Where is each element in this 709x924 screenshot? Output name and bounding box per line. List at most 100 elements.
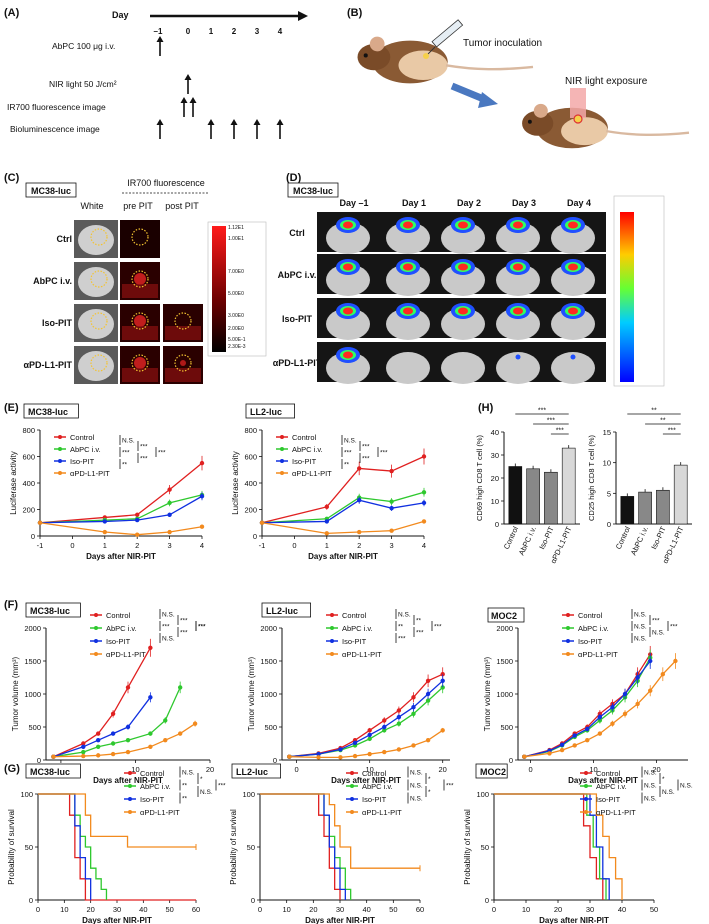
y-tick-label: 800	[22, 426, 35, 435]
day-column-label: Day 4	[567, 198, 591, 208]
tumor-circle	[131, 228, 149, 246]
mouse-silhouette	[496, 352, 540, 384]
legend-label: Control	[70, 433, 95, 442]
tumor-circle	[131, 354, 149, 372]
scale-tick-label: 5.00E0	[228, 291, 244, 297]
series-line	[260, 793, 352, 900]
tumor-irradiated	[573, 114, 583, 124]
significance-label: N.S.	[644, 770, 657, 777]
series-line	[53, 687, 181, 758]
legend-label: Iso-PIT	[106, 637, 131, 646]
significance-label: ***	[158, 450, 166, 457]
series-line	[289, 729, 444, 759]
x-tick-label: 10	[60, 905, 68, 914]
legend-label: Control	[596, 769, 621, 778]
tumor-circle	[90, 270, 108, 288]
y-tick-label: 500	[500, 723, 513, 732]
day-tick-label: –1	[154, 27, 163, 36]
panel-c: (C) MC38-luc IR700 fluorescence White pre PI…	[4, 172, 267, 384]
significance-label: N.S.	[662, 789, 675, 796]
tumor-circle	[131, 312, 149, 330]
scale-tick-label: 2.00E0	[228, 326, 244, 332]
mouse-silhouette	[551, 222, 595, 254]
schedule-arrowhead	[156, 36, 164, 42]
ir700-signal	[180, 360, 186, 366]
significance-label: N.S.	[122, 438, 135, 445]
schedule-row-label: IR700 fluorescence image	[7, 102, 106, 112]
legend-label: Control	[106, 611, 131, 620]
bar	[526, 468, 540, 525]
y-tick-label: 800	[244, 426, 257, 435]
significance-label: **	[416, 618, 422, 625]
series-line	[494, 793, 623, 900]
y-tick-label: 1500	[260, 657, 277, 666]
row-label: Ctrl	[57, 234, 73, 244]
bar	[673, 464, 688, 525]
significance-label: ***	[140, 444, 148, 451]
legend-label: Control	[362, 769, 387, 778]
legend-label: Control	[140, 769, 165, 778]
bar	[638, 491, 652, 525]
x-tick-label: -1	[37, 541, 44, 550]
rainbow-scale-bar	[620, 212, 634, 382]
bar-chart: 0 10 20 30 40 CD69 high CD8 T cell (%) Control…	[475, 408, 580, 565]
legend-marker	[330, 639, 334, 643]
significance-label: *	[428, 776, 431, 783]
x-axis-label: Days after NIR-PIT	[305, 916, 375, 924]
legend-label: Iso-PIT	[596, 795, 621, 804]
series-line	[261, 491, 425, 524]
x-axis-label: Days after NIR-PIT	[568, 776, 638, 785]
x-tick-label: 40	[139, 905, 147, 914]
x-tick-label: 0	[36, 905, 40, 914]
bar	[508, 466, 523, 525]
mouse-silhouette	[326, 352, 370, 384]
x-tick-label: 20	[309, 905, 317, 914]
legend-label: AbPC i.v.	[596, 782, 627, 791]
significance-label: N.S.	[634, 636, 647, 643]
significance-label: N.S.	[644, 783, 657, 790]
y-tick-label: 1500	[24, 657, 41, 666]
y-tick-label: 600	[244, 453, 257, 462]
significance-label: ***	[547, 418, 555, 425]
y-axis-label: Probability of survival	[7, 809, 16, 885]
chart-title: LL2-luc	[266, 606, 298, 616]
model-box	[287, 182, 339, 198]
legend-marker	[58, 459, 62, 463]
mouse-silhouette	[441, 264, 485, 296]
row-label: αPD-L1-PIT	[273, 358, 322, 368]
legend-label: AbPC i.v.	[106, 624, 137, 633]
x-tick-label: 30	[586, 905, 594, 914]
x-tick-label: 20	[86, 905, 94, 914]
column-label: post PIT	[165, 201, 199, 211]
series-line	[260, 793, 346, 900]
column-label: White	[80, 201, 103, 211]
legend-label: Iso-PIT	[362, 795, 387, 804]
mouse-silhouette	[386, 352, 430, 384]
blue-arrow-shaft	[450, 82, 488, 104]
ir700-body-signal	[165, 368, 201, 382]
panel-letter-c: (C)	[4, 172, 20, 184]
x-axis-label: Days after NIR-PIT	[308, 552, 378, 561]
y-axis-label: Luciferase activity	[231, 451, 240, 515]
significance-label: N.S.	[410, 796, 423, 803]
y-tick-label: 500	[264, 723, 277, 732]
x-tick-label: 40	[362, 905, 370, 914]
legend-label: Iso-PIT	[140, 795, 165, 804]
legend-label: AbPC i.v.	[342, 624, 373, 633]
series-line	[261, 455, 425, 524]
y-axis-label: Tumor volume (mm³)	[483, 656, 492, 731]
row-label: Iso-PIT	[282, 314, 313, 324]
legend-label: αPD-L1-PIT	[106, 650, 146, 659]
y-tick-label: 10	[491, 497, 499, 506]
y-tick-label: 100	[20, 790, 33, 799]
bli-signal-red	[343, 351, 353, 359]
row-label: Iso-PIT	[42, 318, 73, 328]
legend-label: Control	[578, 611, 603, 620]
significance-label: N.S.	[634, 624, 647, 631]
y-tick-label: 0	[509, 756, 513, 765]
syringe-barrel	[431, 19, 464, 48]
panel-d: (D) MC38-luc Day –1 Day 1 Day 2 Day 3 Day 4 Ctr…	[273, 172, 665, 387]
mouse-top	[357, 36, 534, 84]
legend-label: Iso-PIT	[578, 637, 603, 646]
